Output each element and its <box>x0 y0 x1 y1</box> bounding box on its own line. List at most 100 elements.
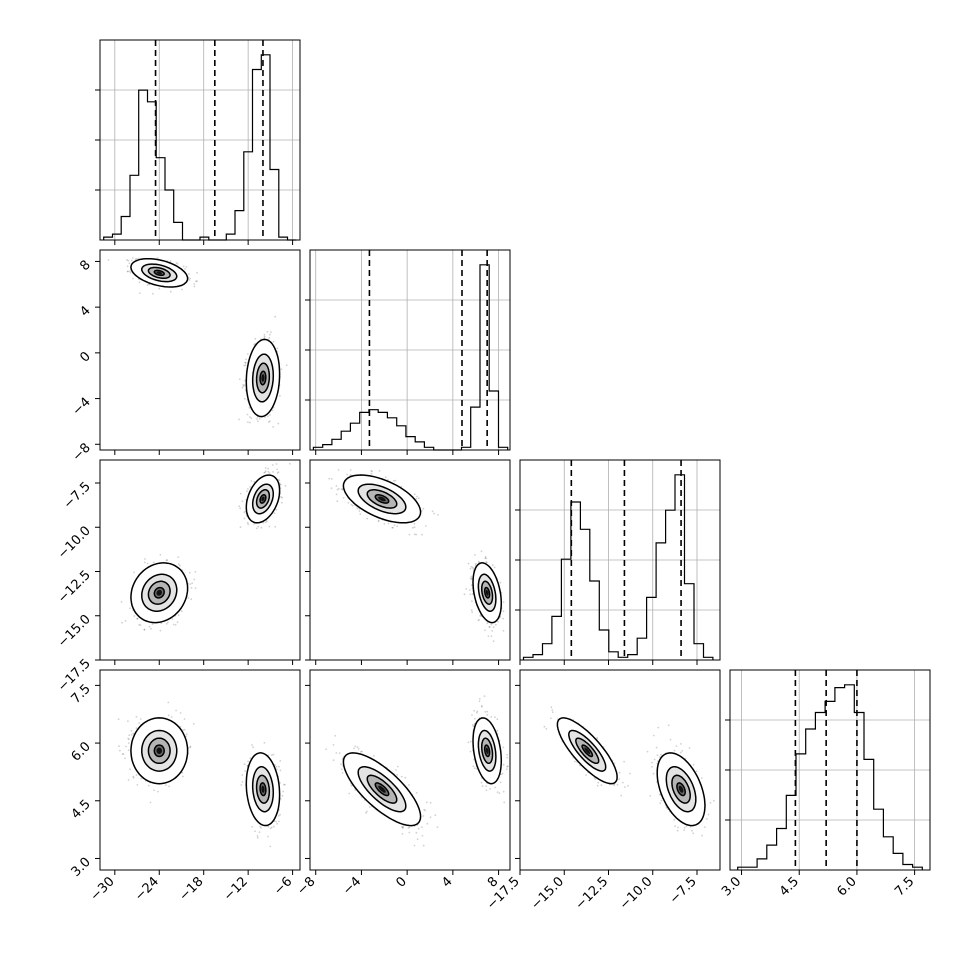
sample-point <box>130 259 133 262</box>
sample-point <box>479 615 481 617</box>
contour-line <box>251 353 275 403</box>
sample-point <box>191 582 194 585</box>
sample-point <box>470 575 473 578</box>
sample-point <box>243 364 246 367</box>
sample-point <box>169 260 172 263</box>
sample-point <box>351 504 354 507</box>
contour-line <box>153 269 166 277</box>
sample-point <box>196 280 198 283</box>
panel-2-0: −17.5−15.0−12.5−10.0−7.5 <box>55 459 301 695</box>
contour-line <box>342 474 422 524</box>
sample-point <box>465 588 468 590</box>
sample-point <box>263 335 266 338</box>
sample-point <box>499 581 502 584</box>
panel-frame <box>309 249 511 451</box>
sample-point <box>133 571 135 574</box>
sample-point <box>484 555 487 558</box>
sample-point <box>349 474 352 477</box>
sample-point <box>132 775 135 778</box>
sample-point <box>484 557 487 560</box>
sample-point <box>238 505 241 508</box>
sample-point <box>246 353 249 355</box>
sample-point <box>417 497 420 500</box>
sample-point <box>176 621 179 624</box>
contour-line <box>245 338 281 418</box>
histogram-series <box>312 264 509 451</box>
sample-point <box>470 578 473 581</box>
contour-line <box>245 474 281 524</box>
sample-point <box>478 618 480 621</box>
sample-point <box>249 421 251 424</box>
sample-point <box>183 728 186 731</box>
sample-point <box>253 523 255 525</box>
sample-point <box>121 621 123 624</box>
sample-point <box>495 623 497 626</box>
sample-point <box>126 270 129 273</box>
sample-point <box>346 473 349 476</box>
sample-point <box>484 629 486 632</box>
sample-point <box>486 561 488 564</box>
sample-point <box>243 511 246 514</box>
sample-point <box>273 512 276 514</box>
sample-point <box>258 417 261 420</box>
y-tick-label: 0 <box>77 349 93 365</box>
sample-point <box>137 257 140 260</box>
sample-point <box>272 340 275 343</box>
sample-point <box>274 525 277 528</box>
sample-point <box>477 619 480 622</box>
sample-point <box>250 417 253 420</box>
sample-point <box>337 487 340 490</box>
sample-point <box>370 469 373 472</box>
sample-point <box>337 469 340 471</box>
sample-point <box>128 270 131 272</box>
sample-point <box>172 623 175 626</box>
sample-point <box>179 712 182 714</box>
sample-point <box>158 287 161 290</box>
sample-point <box>193 283 196 285</box>
sample-point <box>415 497 418 500</box>
sample-point <box>257 525 260 528</box>
sample-point <box>189 277 192 280</box>
sample-point <box>278 479 281 482</box>
sample-point <box>127 259 130 262</box>
sample-point <box>474 564 477 567</box>
sample-point <box>471 611 474 614</box>
contour-line <box>255 489 271 509</box>
sample-point <box>189 583 192 585</box>
sample-point <box>470 584 473 587</box>
y-tick-label: −15.0 <box>55 612 94 651</box>
sample-point <box>138 722 141 724</box>
sample-point <box>167 714 170 717</box>
density-panel <box>107 257 288 428</box>
sample-point <box>190 587 193 589</box>
panel-frame <box>99 249 301 451</box>
sample-point <box>167 701 170 704</box>
sample-point <box>153 789 155 792</box>
sample-point <box>130 734 133 736</box>
sample-point <box>136 784 139 786</box>
sample-point <box>188 279 191 281</box>
sample-point <box>413 526 416 529</box>
sample-point <box>335 485 338 487</box>
sample-point <box>272 471 274 473</box>
panel-frame <box>99 459 301 661</box>
sample-point <box>285 364 288 367</box>
sample-point <box>378 470 381 472</box>
sample-point <box>268 336 271 339</box>
sample-point <box>264 471 266 474</box>
sample-point <box>394 479 397 482</box>
sample-point <box>359 513 362 515</box>
sample-point <box>147 784 150 787</box>
sample-point <box>127 720 129 723</box>
sample-point <box>387 522 390 525</box>
sample-point <box>485 561 487 563</box>
sample-point <box>468 589 471 591</box>
sample-point <box>144 558 146 560</box>
sample-point <box>471 566 474 569</box>
sample-point <box>177 556 180 558</box>
sample-point <box>486 622 489 625</box>
density-peak <box>156 589 162 596</box>
sample-point <box>148 625 151 628</box>
sample-point <box>129 768 131 771</box>
sample-point <box>487 635 490 638</box>
